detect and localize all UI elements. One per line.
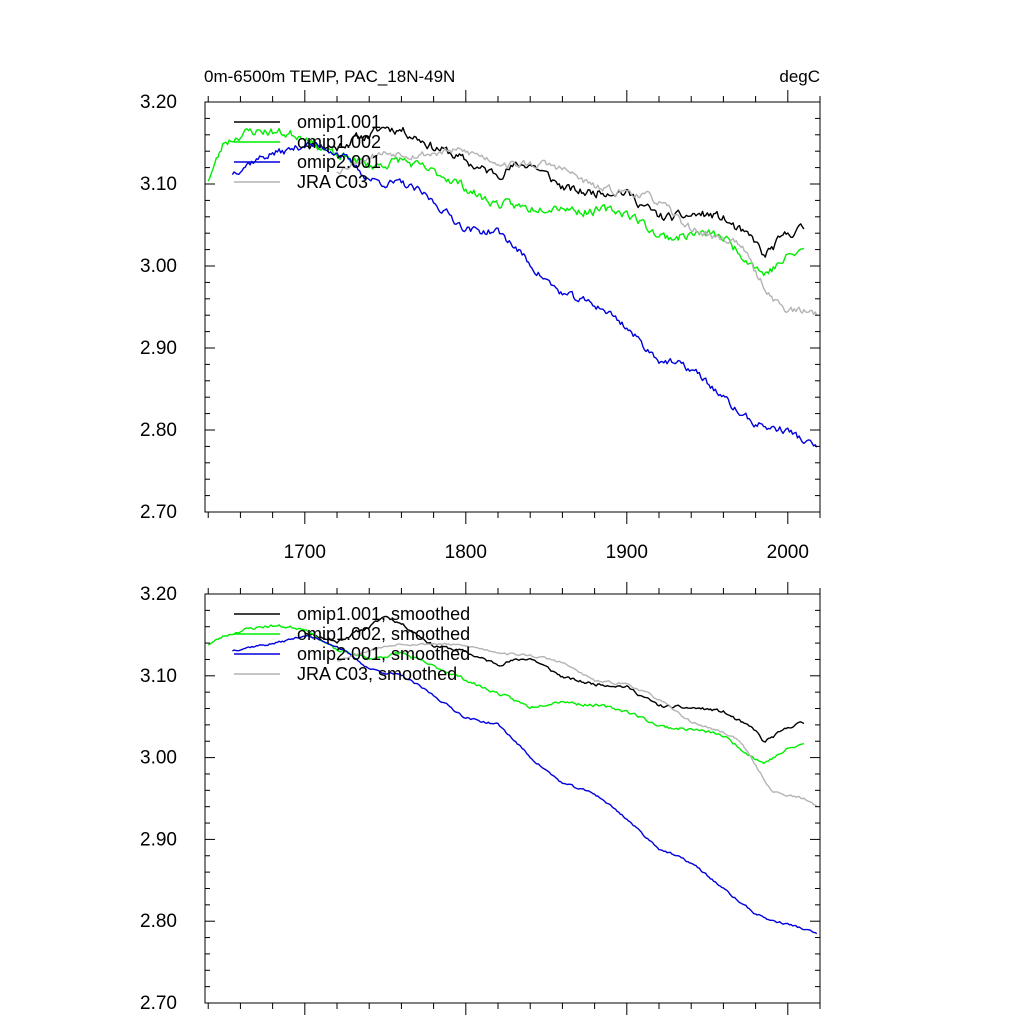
legend-label: JRA C03 (297, 172, 368, 192)
y-tick-label: 3.20 (140, 92, 177, 113)
y-tick-label: 3.00 (140, 748, 177, 769)
legend-label: omip1.002, smoothed (297, 624, 470, 644)
series-line-4 (336, 642, 818, 808)
y-tick-label: 2.70 (140, 502, 177, 523)
plot-frame (204, 101, 821, 513)
series-line-4 (336, 147, 818, 316)
y-tick-label: 2.90 (140, 829, 177, 850)
series-line-3 (232, 634, 818, 935)
chart-title: 0m-6500m TEMP, PAC_18N-49N (204, 67, 455, 86)
x-tick-label: 1700 (284, 542, 326, 563)
series-line-3 (231, 141, 818, 448)
y-tick-label: 3.10 (140, 174, 177, 195)
series-group (207, 615, 818, 935)
y-tick-label: 2.80 (140, 911, 177, 932)
series-line-1 (304, 615, 805, 743)
y-tick-label: 3.10 (140, 666, 177, 687)
chart-panel-1: 3.20 3.10 3.00 2.90 2.80 2.70 1700 1800 1900 2000… (140, 90, 821, 563)
legend-label: omip1.001, smoothed (297, 604, 470, 624)
y-tick-label: 2.70 (140, 993, 177, 1014)
plot-frame (204, 593, 821, 1004)
legend-label: JRA C03, smoothed (297, 664, 457, 684)
series-group (207, 126, 818, 448)
legend-label: omip1.002 (297, 132, 381, 152)
x-tick-label: 2000 (767, 542, 809, 563)
chart-panel-2: 3.20 3.10 3.00 2.90 2.80 2.70 omip1.001, smoot… (140, 582, 821, 1015)
series-line-1 (304, 126, 805, 258)
y-tick-label: 2.80 (140, 420, 177, 441)
legend-label: omip2.001, smoothed (297, 644, 470, 664)
legend-label: omip2.001 (297, 152, 381, 172)
y-tick-label: 3.20 (140, 584, 177, 605)
y-tick-label: 2.90 (140, 338, 177, 359)
series-line-2 (207, 624, 805, 765)
legend-label: omip1.001 (297, 112, 381, 132)
x-tick-label: 1800 (445, 542, 487, 563)
x-tick-label: 1900 (606, 542, 648, 563)
units-label: degC (779, 67, 820, 86)
y-tick-label: 3.00 (140, 256, 177, 277)
